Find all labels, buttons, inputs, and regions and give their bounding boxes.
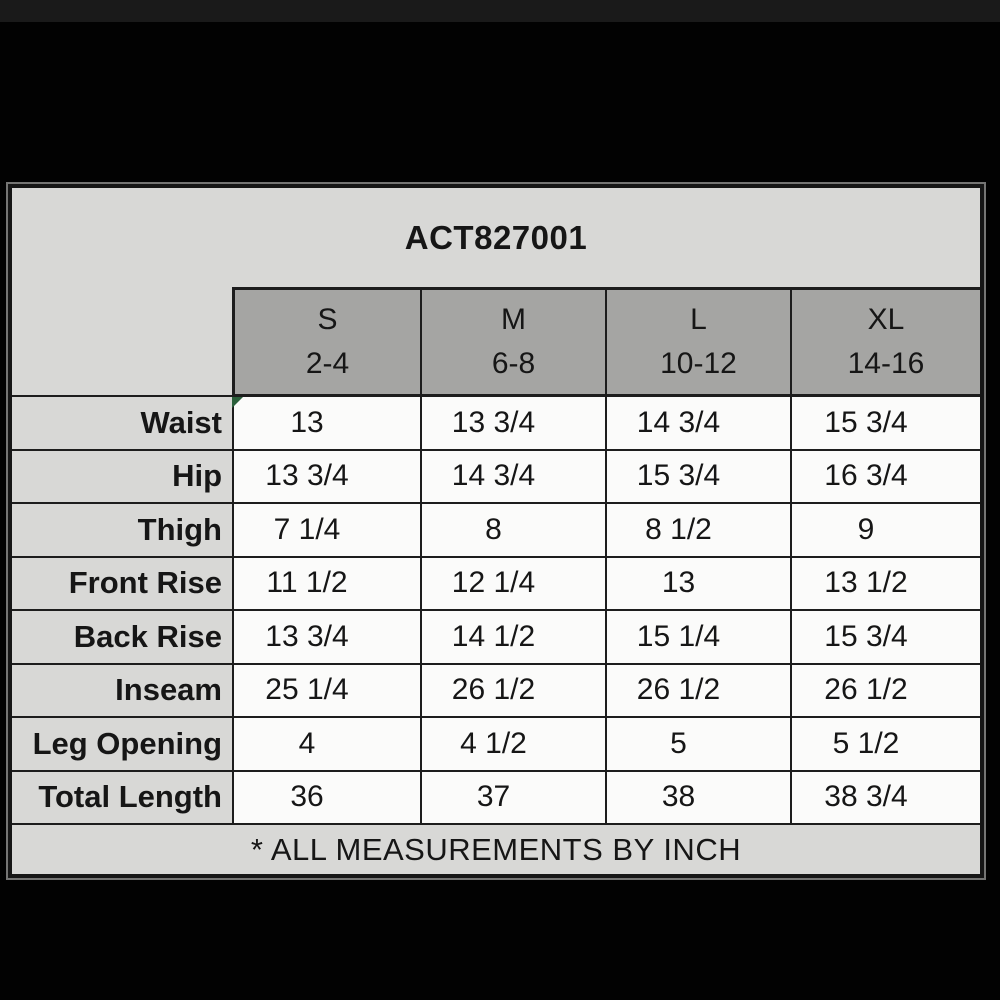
size-label: S <box>317 302 338 336</box>
table-cell: 38 <box>605 771 790 825</box>
table-cell: 4 <box>232 718 420 772</box>
table-cell: 15 1/4 <box>605 611 790 665</box>
size-chart-table: ACT827001 S 2-4 M 6-8 L 10-12 XL 14-16 W… <box>8 184 984 878</box>
table-cell: 16 3/4 <box>790 450 980 504</box>
size-label: M <box>501 302 526 336</box>
table-cell: 13 3/4 <box>420 397 605 451</box>
table-cell: 13 3/4 <box>232 611 420 665</box>
cell-corner-marker <box>232 397 243 408</box>
row-label-back-rise: Back Rise <box>12 611 232 665</box>
row-label-front-rise: Front Rise <box>12 558 232 611</box>
row-label-thigh: Thigh <box>12 504 232 558</box>
table-cell: 15 3/4 <box>605 450 790 504</box>
table-cell: 7 1/4 <box>232 504 420 558</box>
table-cell: 8 <box>420 504 605 558</box>
table-cell: 15 3/4 <box>790 611 980 665</box>
table-cell: 4 1/2 <box>420 718 605 772</box>
table-cell: 11 1/2 <box>232 557 420 611</box>
column-header-xl: XL 14-16 <box>790 287 980 397</box>
column-header-m: M 6-8 <box>420 287 605 397</box>
row-label-hip: Hip <box>12 451 232 504</box>
table-cell: 13 3/4 <box>232 450 420 504</box>
row-label-waist: Waist <box>12 397 232 451</box>
table-cell: 13 1/2 <box>790 557 980 611</box>
table-cell: 14 3/4 <box>420 450 605 504</box>
table-cell: 14 3/4 <box>605 397 790 451</box>
header-spacer <box>12 287 232 397</box>
row-label-leg-opening: Leg Opening <box>12 718 232 772</box>
row-label-inseam: Inseam <box>12 665 232 718</box>
column-header-l: L 10-12 <box>605 287 790 397</box>
table-cell: 12 1/4 <box>420 557 605 611</box>
table-cell: 9 <box>790 504 980 558</box>
size-range: 6-8 <box>491 347 536 381</box>
table-cell: 5 1/2 <box>790 718 980 772</box>
size-range: 10-12 <box>660 347 737 381</box>
table-cell: 5 <box>605 718 790 772</box>
table-cell: 15 3/4 <box>790 397 980 451</box>
table-cell: 38 3/4 <box>790 771 980 825</box>
top-band <box>0 0 1000 22</box>
table-cell: 26 1/2 <box>790 664 980 718</box>
size-range: 14-16 <box>847 347 925 381</box>
table-cell: 25 1/4 <box>232 664 420 718</box>
table-cell: 8 1/2 <box>605 504 790 558</box>
size-chart-grid: ACT827001 S 2-4 M 6-8 L 10-12 XL 14-16 W… <box>12 188 980 874</box>
table-cell: 36 <box>232 771 420 825</box>
row-label-total-length: Total Length <box>12 772 232 825</box>
table-cell: 26 1/2 <box>420 664 605 718</box>
table-cell: 13 <box>605 557 790 611</box>
table-cell: 37 <box>420 771 605 825</box>
size-range: 2-4 <box>305 347 350 381</box>
size-label: L <box>690 302 707 336</box>
column-header-s: S 2-4 <box>232 287 420 397</box>
table-cell: 13 <box>232 397 420 451</box>
table-cell: 14 1/2 <box>420 611 605 665</box>
size-label: XL <box>867 302 905 336</box>
table-cell: 26 1/2 <box>605 664 790 718</box>
footnote: * ALL MEASUREMENTS BY INCH <box>250 831 742 867</box>
product-code-title: ACT827001 <box>404 218 588 256</box>
